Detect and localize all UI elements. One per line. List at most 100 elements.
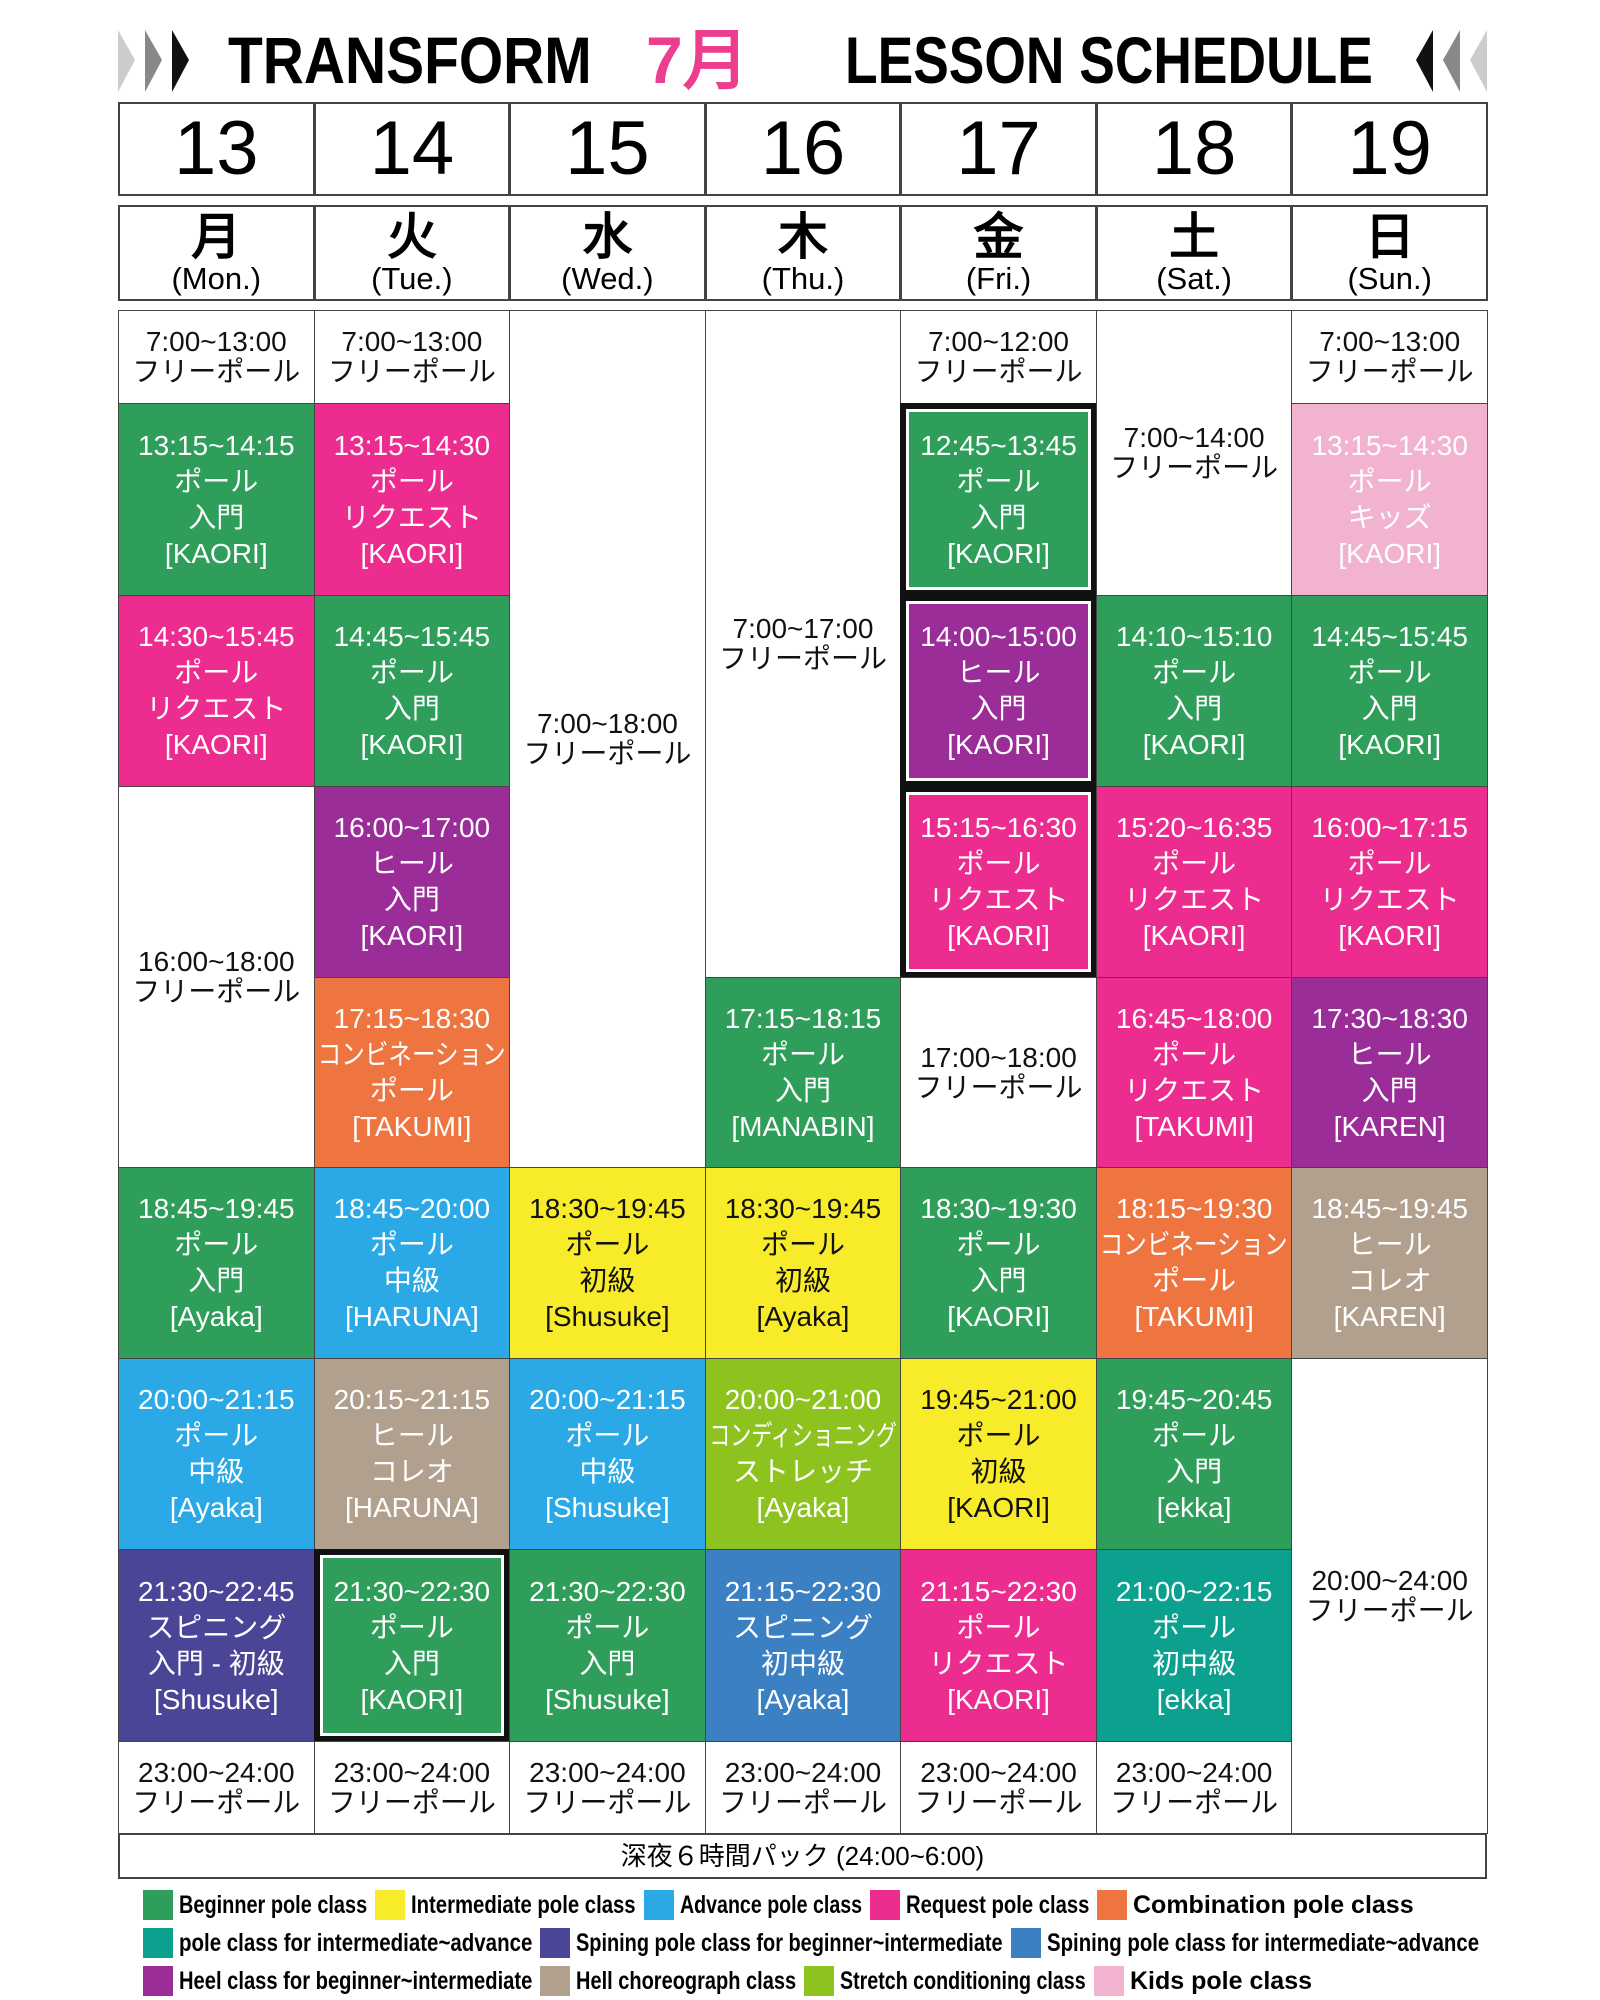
day-en: (Thu.) xyxy=(761,261,845,296)
class-text: ポール xyxy=(760,1038,845,1070)
date: 15 xyxy=(565,106,650,191)
class-text: 7:00~13:00 xyxy=(145,326,287,357)
class-text: 13:15~14:30 xyxy=(333,429,491,461)
class-text: ポール xyxy=(174,1420,259,1451)
class-text: 17:15~18:30 xyxy=(333,1002,491,1034)
class-cell: 23:00~24:00 フリーポール xyxy=(704,1741,902,1834)
class-text: 19:45~21:00 xyxy=(920,1384,1077,1415)
class-text: ヒール xyxy=(369,1420,454,1451)
class-cell: 7:00~17:00 フリーポール xyxy=(704,310,902,978)
day-kanji: 土 xyxy=(1169,209,1220,265)
class-text: ポール xyxy=(760,1229,845,1260)
legend-label: pole class for intermediate~advance xyxy=(179,1929,533,1957)
class-text: リクエスト xyxy=(1124,884,1265,915)
class-text: 21:30~22:30 xyxy=(529,1575,686,1607)
class-text: [HARUNA] xyxy=(344,1301,479,1332)
class-text: 16:45~18:00 xyxy=(1115,1002,1273,1034)
class-text: ポール xyxy=(174,657,259,688)
class-text: リクエスト xyxy=(146,693,287,724)
class-text: ポール xyxy=(1152,657,1237,688)
class-text: フリーポール xyxy=(523,1786,692,1818)
legend-label: Hell choreograph class xyxy=(576,1967,797,1995)
class-text: フリーポール xyxy=(327,1786,496,1818)
class-text: 入門 xyxy=(383,693,440,724)
class-text: [Shusuke] xyxy=(545,1683,670,1715)
class-cell: 15:15~16:30 ポール リクエスト [KAORI] xyxy=(900,786,1097,978)
footer-text: 深夜６時間パック (24:00~6:00) xyxy=(620,1841,985,1871)
class-text: [Ayaka] xyxy=(756,1683,850,1715)
legend-swatch xyxy=(1094,1966,1124,1996)
class-text: 20:15~21:15 xyxy=(333,1384,491,1415)
class-text: ポール xyxy=(956,1611,1041,1643)
class-text: 14:10~15:10 xyxy=(1115,621,1273,652)
class-text: フリーポール xyxy=(1110,1786,1279,1818)
class-text: [KAORI] xyxy=(1338,537,1442,569)
class-text: [KAORI] xyxy=(947,729,1050,760)
class-text: 23:00~24:00 xyxy=(724,1756,882,1788)
class-text: 入門 xyxy=(383,1647,440,1679)
legend-swatch xyxy=(540,1966,570,1996)
class-text: [MANABIN] xyxy=(731,1110,875,1142)
class-text: ポール xyxy=(956,465,1041,497)
legend-label: Combination pole class xyxy=(1133,1891,1414,1919)
title-month: 7月 xyxy=(646,20,788,100)
class-text: ポール xyxy=(956,848,1041,879)
day-en: (Mon.) xyxy=(171,261,262,296)
class-text: 入門 xyxy=(774,1074,831,1106)
class-text: 23:00~24:00 xyxy=(920,1756,1077,1788)
class-cell: 7:00~18:00 フリーポール xyxy=(509,310,706,1168)
legend-label: Stretch conditioning class xyxy=(840,1967,1086,1995)
class-text: 18:15~19:30 xyxy=(1115,1193,1273,1224)
legend-swatch xyxy=(540,1928,570,1958)
class-text: フリーポール xyxy=(1305,1595,1474,1626)
class-text: 初級 xyxy=(970,1456,1027,1487)
class-text: ポール xyxy=(369,1074,454,1106)
legend-swatch xyxy=(804,1966,834,1996)
class-text: 15:20~16:35 xyxy=(1115,812,1273,843)
date: 18 xyxy=(1151,106,1237,191)
class-text: [KAORI] xyxy=(360,537,464,569)
class-text: ポール xyxy=(1152,1611,1237,1643)
class-text: フリーポール xyxy=(914,356,1083,387)
class-text: 23:00~24:00 xyxy=(1115,1756,1273,1788)
class-text: [KAORI] xyxy=(1142,920,1246,951)
class-text: コンビネーション xyxy=(317,1038,506,1070)
title: TRANSFORM xyxy=(228,20,592,100)
legend-label: Request pole class xyxy=(906,1891,1090,1919)
class-text: 21:15~22:30 xyxy=(724,1575,882,1607)
class-text: 14:45~15:45 xyxy=(1311,621,1468,652)
class-text: コレオ xyxy=(369,1456,454,1487)
class-cell: 13:15~14:15 ポール 入門 [KAORI] xyxy=(118,403,315,596)
class-cell: 20:00~21:00 コンディショニング ストレッチ [Ayaka] xyxy=(704,1358,902,1550)
class-text: 入門 xyxy=(188,1265,245,1296)
day-cell: 土 (Sat.) xyxy=(1095,205,1293,301)
class-text: [KAORI] xyxy=(360,920,464,951)
class-cell: 20:00~24:00 フリーポール xyxy=(1291,1358,1488,1834)
class-cell: 7:00~12:00 フリーポール xyxy=(900,310,1097,404)
class-cell: 14:00~15:00 ヒール 入門 [KAORI] xyxy=(900,595,1097,787)
class-cell: 16:00~18:00 フリーポール xyxy=(118,786,315,1168)
date-cell: 16 xyxy=(704,102,902,196)
class-text: ポール xyxy=(1347,848,1432,879)
class-text: [KAORI] xyxy=(947,1301,1050,1332)
footer: 深夜６時間パック (24:00~6:00) xyxy=(118,1833,1487,1879)
class-text: ポール xyxy=(1347,465,1432,497)
date-cell: 17 xyxy=(900,102,1097,196)
class-text: [Ayaka] xyxy=(169,1492,263,1523)
class-text: 13:15~14:30 xyxy=(1311,429,1468,461)
class-text: 18:30~19:45 xyxy=(529,1193,686,1224)
class-cell: 21:15~22:30 スピニング 初中級 [Ayaka] xyxy=(704,1549,902,1742)
class-text: 入門 xyxy=(1166,693,1223,724)
legend-swatch xyxy=(143,1928,173,1958)
class-text: [KAORI] xyxy=(164,537,268,569)
class-text: 7:00~17:00 xyxy=(732,613,874,644)
class-cell: 19:45~20:45 ポール 入門 [ekka] xyxy=(1095,1358,1293,1550)
class-text: 16:00~17:00 xyxy=(333,812,491,843)
class-text: [KAORI] xyxy=(360,729,464,760)
class-text: 入門 xyxy=(970,693,1027,724)
class-cell: 21:15~22:30 ポール リクエスト [KAORI] xyxy=(900,1549,1097,1742)
class-cell: 18:30~19:45 ポール 初級 [Shusuke] xyxy=(509,1167,706,1359)
class-text: 16:00~17:15 xyxy=(1311,812,1468,843)
class-text: 19:45~20:45 xyxy=(1115,1384,1273,1415)
